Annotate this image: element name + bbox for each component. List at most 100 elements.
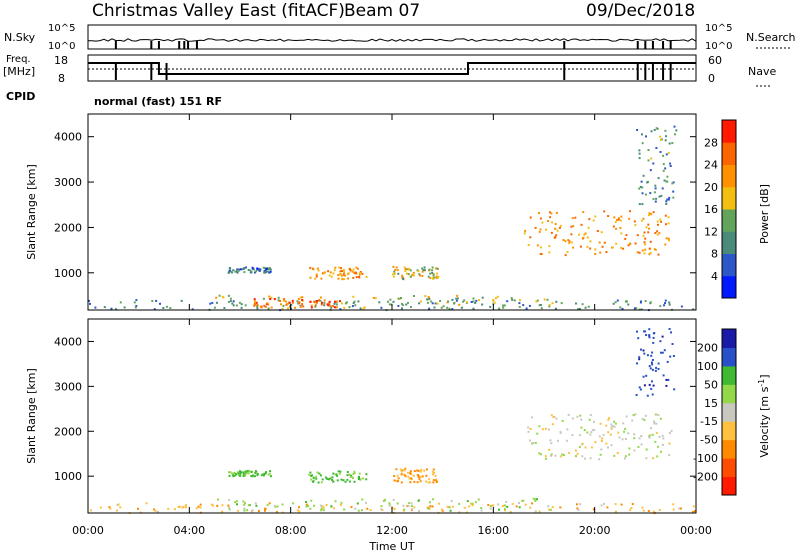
echo-cell [417, 499, 420, 502]
echo-cell [308, 473, 311, 476]
echo-cell [629, 243, 632, 246]
echo-cell [401, 304, 404, 307]
echo-cell [665, 237, 668, 240]
echo-cell [248, 470, 251, 473]
echo-cell [263, 271, 266, 274]
echo-cell [135, 299, 138, 302]
echo-cell [518, 502, 520, 504]
echo-cell [413, 480, 416, 483]
echo-cell [94, 306, 97, 309]
echo-cell [524, 229, 527, 232]
echo-cell [633, 220, 636, 223]
echo-cell [638, 149, 641, 152]
echo-cell [254, 271, 256, 274]
echo-cell [536, 244, 539, 247]
echo-cell [567, 239, 570, 241]
echo-cell [437, 502, 440, 505]
echo-cell [418, 273, 421, 276]
echo-cell [247, 269, 250, 271]
echo-cell [332, 472, 335, 475]
echo-cell [403, 266, 406, 269]
echo-cell [334, 473, 337, 476]
echo-cell [320, 277, 323, 280]
echo-cell [672, 181, 675, 184]
echo-cell [231, 472, 234, 475]
echo-cell [409, 481, 412, 484]
echo-cell [431, 302, 434, 305]
echo-cell [589, 247, 592, 250]
echo-cell [633, 307, 636, 310]
echo-cell [339, 300, 341, 303]
echo-cell [658, 509, 661, 511]
echo-cell [258, 510, 260, 512]
echo-cell [428, 307, 431, 310]
echo-cell [665, 180, 668, 183]
echo-cell [392, 300, 395, 303]
echo-cell [400, 470, 403, 472]
echo-cell [642, 349, 645, 352]
echo-cell [245, 471, 248, 474]
echo-cell [133, 301, 136, 304]
echo-cell [328, 478, 330, 481]
echo-cell [199, 503, 202, 506]
velocity-y-axis: 1000 2000 3000 4000 [54, 335, 696, 483]
echo-cell [247, 504, 250, 507]
echo-cell [653, 129, 656, 131]
echo-cell [262, 266, 265, 269]
echo-cell [576, 507, 579, 510]
echo-cell [648, 212, 651, 215]
echo-cell [498, 508, 500, 511]
echo-cell [327, 270, 330, 273]
power-echo-region [636, 125, 678, 206]
echo-cell [181, 506, 184, 509]
echo-cell [666, 198, 669, 201]
echo-cell [529, 506, 532, 509]
echo-cell [617, 431, 620, 434]
echo-cell [619, 219, 622, 222]
velocity-echo-region [308, 470, 368, 484]
echo-cell [657, 177, 660, 180]
echo-cell [374, 297, 377, 300]
echo-cell [340, 501, 343, 504]
echo-cell [336, 479, 339, 482]
echo-cell [636, 330, 638, 333]
echo-cell [638, 157, 641, 160]
echo-cell [177, 506, 180, 508]
echo-cell [652, 341, 655, 344]
echo-cell [581, 303, 584, 306]
echo-cell [650, 213, 653, 216]
echo-cell [647, 231, 650, 234]
echo-cell [427, 507, 429, 510]
echo-cell [598, 458, 601, 461]
echo-cell [693, 510, 696, 513]
echo-cell [668, 142, 671, 145]
nsky-right-tick-bottom: 10^0 [705, 41, 732, 52]
echo-cell [400, 297, 402, 299]
echo-cell [393, 272, 396, 275]
echo-cell [559, 431, 562, 434]
y-tick-label: 1000 [54, 267, 82, 280]
velocity-colorbar-swatch [722, 347, 736, 367]
power-colorbar-swatch [722, 164, 736, 188]
power-colorbar-tick: 28 [704, 136, 718, 149]
echo-cell [518, 306, 521, 308]
echo-cell [543, 298, 546, 301]
echo-cell [229, 300, 232, 302]
echo-cell [431, 470, 434, 473]
echo-cell [571, 217, 574, 220]
echo-cell [242, 475, 245, 477]
echo-cell [622, 247, 625, 250]
echo-cell [109, 507, 112, 510]
echo-cell [336, 306, 338, 309]
echo-cell [647, 159, 650, 162]
echo-cell [268, 502, 271, 505]
echo-cell [410, 306, 412, 308]
echo-cell [420, 300, 422, 303]
echo-cell [528, 304, 531, 307]
echo-cell [624, 237, 627, 240]
echo-cell [311, 474, 313, 477]
echo-cell [534, 441, 537, 444]
echo-cell [538, 452, 541, 455]
echo-cell [589, 414, 592, 416]
echo-cell [610, 423, 613, 426]
